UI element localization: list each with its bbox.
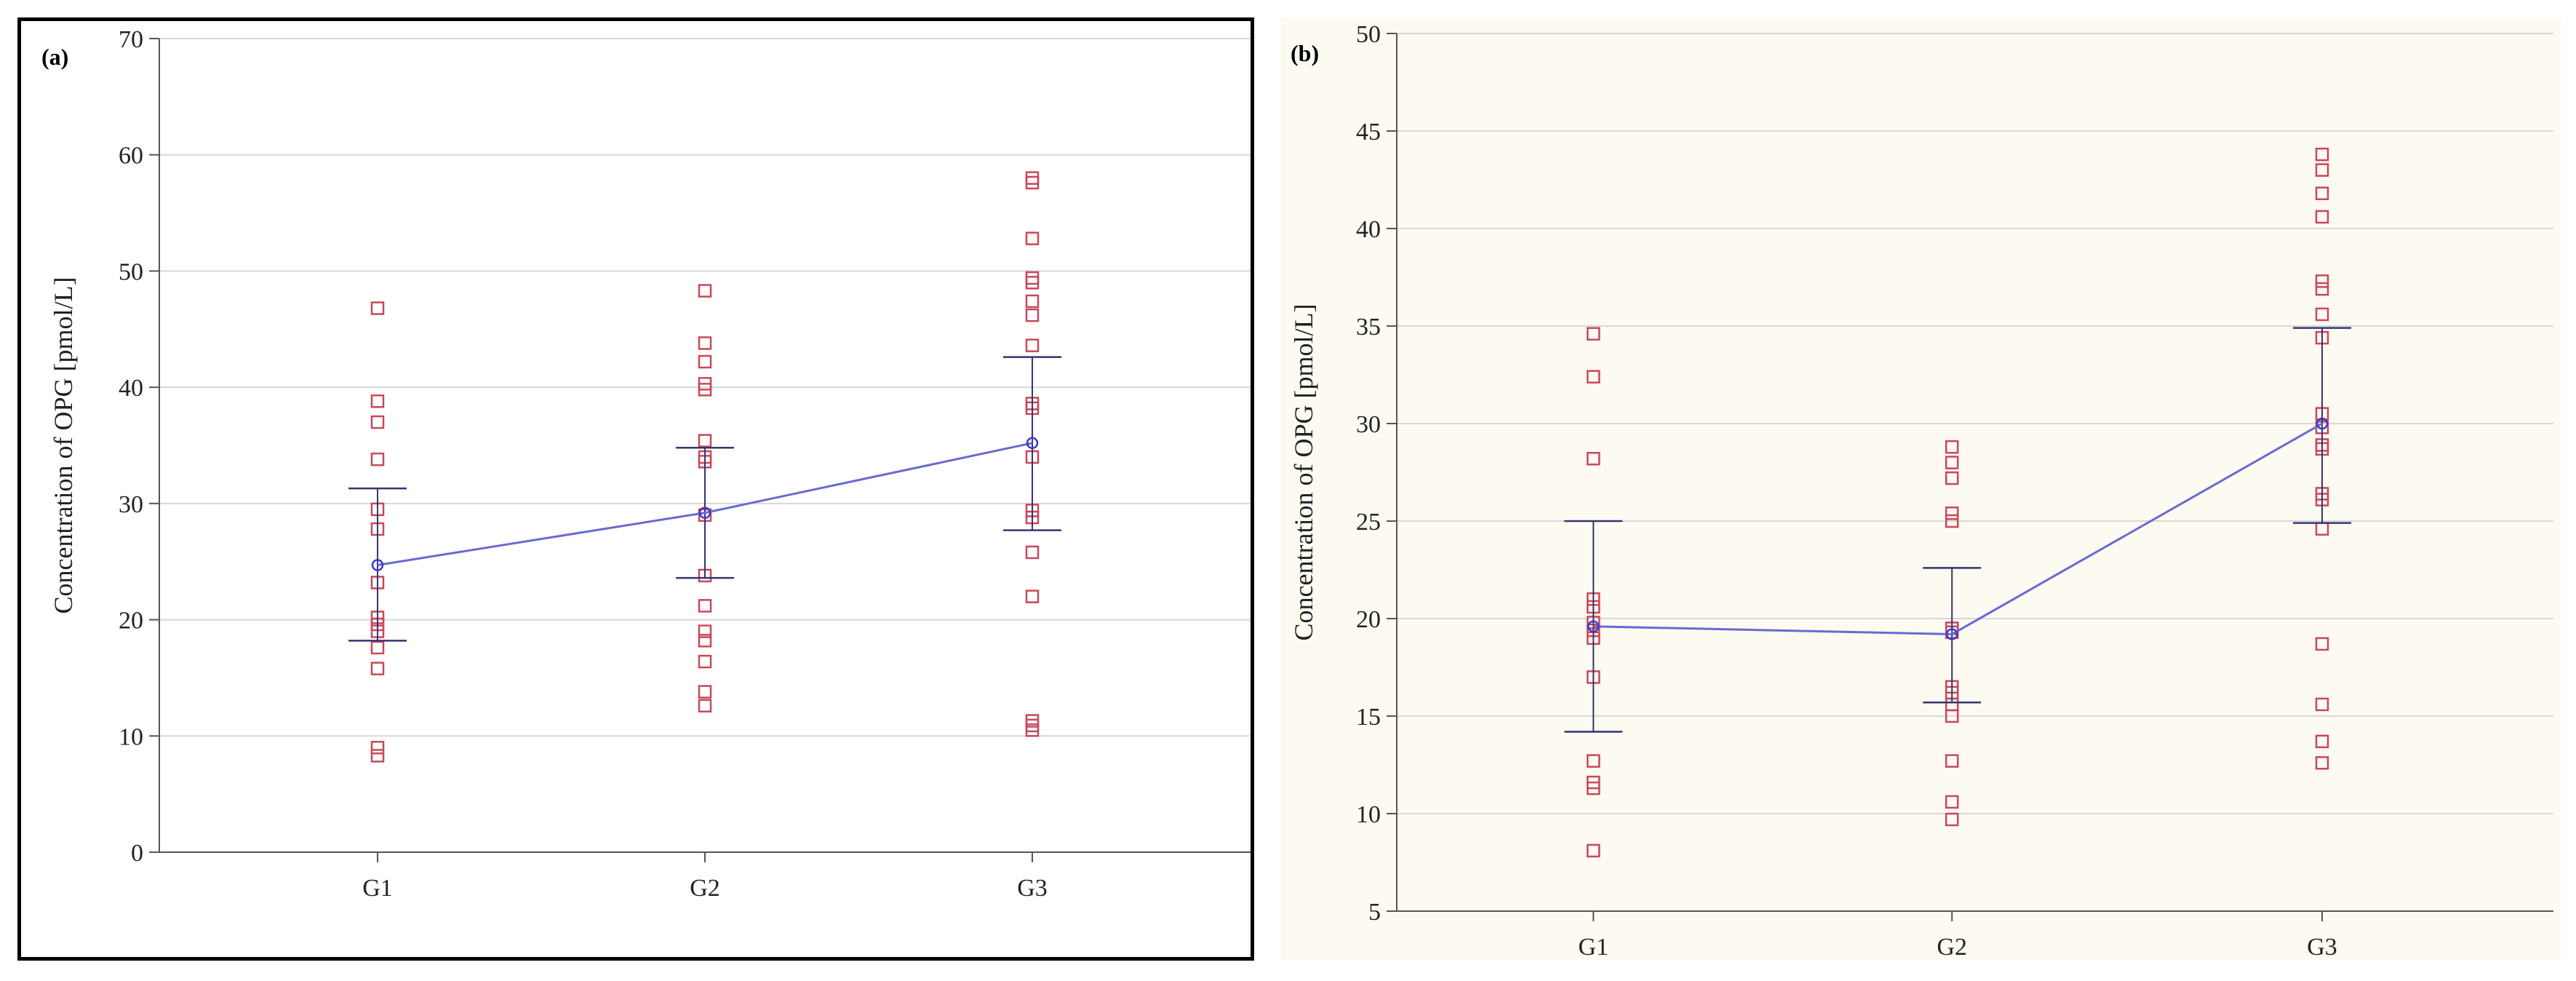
chart-b-y-tick-label: 20 — [1356, 606, 1381, 633]
chart-b-y-tick-label: 25 — [1356, 509, 1381, 536]
chart-a-data-point — [698, 354, 712, 369]
chart-a-data-point — [1025, 338, 1040, 352]
chart-b-data-point — [2315, 637, 2329, 651]
chart-a-data-point — [698, 599, 712, 613]
chart-a-data-point — [1025, 271, 1040, 285]
chart-b-data-point — [1945, 754, 1959, 768]
chart-a-data-point — [370, 394, 385, 408]
chart-b-mean-marker — [1945, 628, 1958, 640]
chart-b-mean-marker — [1587, 620, 1600, 632]
chart-a-data-point — [370, 749, 385, 763]
chart-b-x-tick-label: G1 — [1579, 934, 1609, 961]
chart-b-data-point — [2315, 186, 2329, 201]
chart-b-y-tick-label: 30 — [1356, 411, 1381, 438]
chart-a-data-point — [1025, 276, 1040, 290]
chart-a-data-point — [370, 741, 385, 755]
chart-b-y-tick-label: 5 — [1368, 899, 1381, 926]
chart-b-y-tick-label: 40 — [1356, 216, 1381, 243]
chart-b-x-tick-label: G2 — [1937, 934, 1967, 961]
chart-a-data-point — [698, 699, 712, 713]
chart-a-data-point — [698, 284, 712, 298]
chart-a-data-point — [370, 301, 385, 315]
chart-a-data-point — [370, 452, 385, 466]
chart-panel-a: 0 10 20 30 40 50 60 70 G1 G2 G3 Concentration of OP… — [17, 17, 1254, 961]
chart-a-data-point — [370, 662, 385, 675]
chart-a-data-point — [1025, 171, 1040, 185]
chart-b-y-tick-label: 15 — [1356, 704, 1381, 731]
chart-b-data-point — [2315, 756, 2329, 770]
chart-b-data-point — [1587, 781, 1600, 795]
chart-a-panel-label: (a) — [41, 44, 68, 70]
chart-a-x-tick-label: G1 — [362, 875, 393, 902]
chart-a-data-point — [698, 685, 712, 699]
chart-a-svg: 0 10 20 30 40 50 60 70 G1 G2 G3 Concentration of OP… — [41, 26, 1251, 902]
chart-a-data-point — [370, 415, 385, 429]
chart-b-y-tick-label: 10 — [1356, 801, 1381, 828]
chart-a-y-tick-label: 70 — [119, 26, 143, 53]
chart-b-data-point — [2315, 697, 2329, 712]
chart-a-x-tick-label: G2 — [690, 875, 720, 902]
chart-b-data-point — [1945, 456, 1959, 469]
chart-b-data-point — [1587, 370, 1600, 384]
chart-a-mean-marker — [698, 507, 711, 519]
chart-a-data-point — [1025, 175, 1040, 190]
chart-b-data-point — [2315, 282, 2329, 296]
chart-b-mean-marker — [2316, 417, 2329, 430]
chart-a-mean-marker — [371, 559, 384, 571]
chart-b-data-point — [1945, 795, 1959, 809]
chart-b-data-point — [2315, 522, 2329, 536]
chart-a-y-tick-label: 50 — [119, 258, 143, 285]
chart-a-data-point — [1025, 545, 1040, 560]
chart-a-data-point — [370, 640, 385, 655]
chart-a-data-point — [1025, 723, 1040, 737]
chart-a-y-tick-label: 10 — [119, 723, 143, 750]
chart-a-data-point — [698, 654, 712, 669]
chart-b-svg: 5 10 15 20 25 30 35 40 45 50 G1 G2 G3 Concentration o… — [1289, 21, 2553, 961]
chart-b-data-point — [2315, 210, 2329, 224]
chart-a-data-point — [1025, 718, 1040, 733]
chart-b-mean-line — [1593, 422, 2323, 635]
chart-b-data-point — [1587, 451, 1600, 466]
chart-a-y-tick-label: 30 — [119, 491, 143, 518]
chart-a-mean-marker — [1026, 437, 1039, 450]
chart-a-y-axis-title: Concentration of OPG [pmol/L] — [49, 277, 78, 614]
chart-b-panel-label: (b) — [1291, 40, 1319, 66]
chart-b-data-point — [2315, 163, 2329, 177]
chart-a-y-tick-label: 40 — [119, 375, 143, 402]
chart-b-data-point — [1945, 812, 1959, 827]
chart-b-data-point — [1945, 471, 1959, 485]
chart-a-data-point — [1025, 308, 1040, 322]
chart-b-y-tick-label: 35 — [1356, 314, 1381, 341]
chart-a-data-point — [698, 634, 712, 648]
chart-panel-b: 5 10 15 20 25 30 35 40 45 50 G1 G2 G3 Concentration o… — [1280, 17, 2561, 961]
chart-b-data-point — [1945, 507, 1959, 520]
chart-b-data-point — [2315, 274, 2329, 288]
chart-a-data-point — [698, 383, 712, 397]
chart-b-data-point — [1587, 843, 1600, 858]
chart-a-y-tick-label: 0 — [131, 840, 143, 867]
chart-b-y-tick-label: 45 — [1356, 119, 1381, 146]
chart-b-data-point — [1945, 514, 1959, 528]
chart-a-data-point — [1025, 294, 1040, 309]
chart-a-y-tick-label: 60 — [119, 143, 143, 170]
chart-b-data-point — [2315, 147, 2329, 162]
chart-a-data-point — [698, 624, 712, 638]
chart-a-data-point — [1025, 231, 1040, 245]
chart-b-y-tick-label: 50 — [1356, 21, 1381, 48]
chart-b-data-point — [2315, 307, 2329, 322]
chart-a-mean-line — [377, 442, 1033, 566]
chart-b-x-tick-label: G3 — [2307, 934, 2337, 961]
chart-a-data-point — [1025, 589, 1040, 603]
chart-a-data-point — [698, 434, 712, 448]
chart-b-data-point — [1587, 754, 1600, 768]
chart-b-data-point — [1945, 440, 1959, 454]
chart-b-data-point — [1587, 327, 1600, 341]
chart-b-y-axis-title: Concentration of OPG [pmol/L] — [1289, 304, 1318, 641]
chart-a-x-tick-label: G3 — [1017, 875, 1048, 902]
chart-a-y-tick-label: 20 — [119, 608, 143, 635]
chart-b-data-point — [1945, 709, 1959, 723]
chart-a-data-point — [698, 336, 712, 350]
chart-b-data-point — [2315, 734, 2329, 749]
